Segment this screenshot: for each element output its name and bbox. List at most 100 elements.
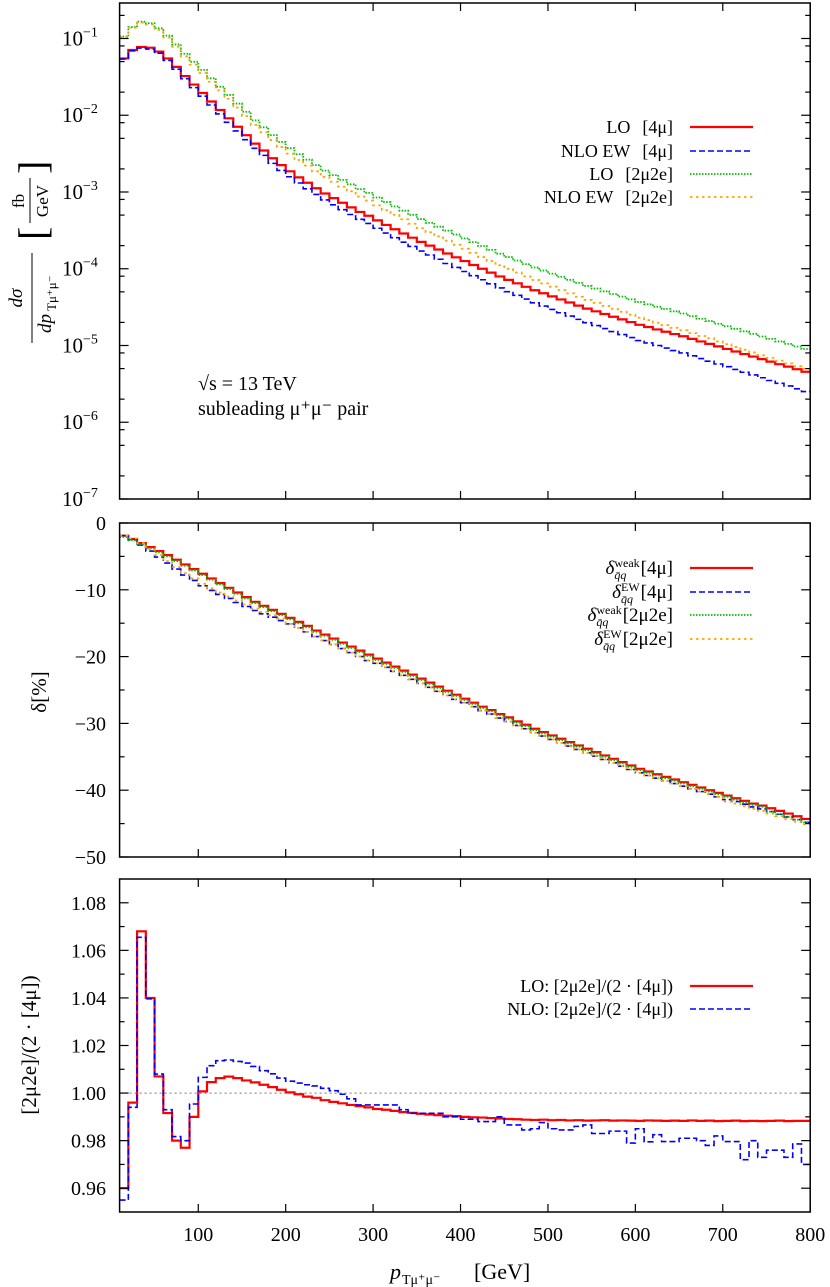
legend-label-sup: weak [614,556,639,570]
legend-entry: NLO: [2μ2e]/(2 · [4μ]) [507,999,753,1020]
legend-label-tag: [4μ] [641,582,673,603]
legend-label-tag: [2μ2e] [623,629,673,650]
y-tick-label: −40 [75,780,106,802]
y-tick-label-base: 10 [62,180,83,204]
plot-frame [118,522,811,858]
ylabel-denominator-sub: Tμ⁺μ⁻ [44,275,59,311]
y-tick-label: 10−1 [62,25,98,50]
legend-label-symbol: δ [605,558,615,579]
y-tick-label-base: 10 [62,333,83,357]
legend-entry: [2μ2e]EWq̄qδ [594,627,753,653]
legend-label-main: LO [606,117,630,137]
y-tick-label: 1.06 [71,940,106,962]
legend-label-tag: [4μ] [642,141,673,161]
panel1-annotations: √s = 13 TeV subleading μ⁺μ⁻ pair [198,373,369,420]
plot-frame [118,2,811,500]
ylabel-bracket-left: [ [10,227,55,240]
legend-label-tag: [2μ2e] [625,187,673,207]
legend-label-tag: [4μ] [641,558,673,579]
x-tick-label: 700 [708,1224,738,1246]
x-tick-label: 300 [358,1224,388,1246]
y-tick-label: −30 [75,713,106,735]
annotation-energy: √s = 13 TeV [198,373,297,395]
y-tick-label-exponent: −5 [83,332,98,347]
legend-label-main: NLO EW [544,187,613,207]
y-tick-label: −20 [75,647,106,669]
series-line-3 [119,536,811,824]
legend-label-sub: q̄q [614,568,626,582]
x-tick-label: 400 [446,1224,476,1246]
series-line-1 [119,930,811,1190]
x-tick-label: 500 [533,1224,563,1246]
y-tick-label-exponent: −7 [83,486,98,501]
legend-label-symbol: δ [588,605,598,626]
xlabel-var: p [388,1259,401,1284]
x-tick-label: 600 [620,1224,650,1246]
y-tick-label: −50 [75,847,106,869]
series-line-1 [119,534,811,821]
xlabel-sub: Tμ⁺μ⁻ [402,1273,440,1287]
panel3-ylabel: [2μ2e]/(2 · [4μ]) [17,975,41,1114]
legend-entry: LO: [2μ2e]/(2 · [4μ]) [520,976,753,997]
legend-label-sup: weak [596,603,621,617]
series-line-4 [119,534,811,826]
series-line-1 [119,45,811,373]
legend-label-sub: q̄q [621,592,633,606]
series-line-2 [119,47,811,393]
legend-label-sup: EW [621,580,640,594]
y-tick-label-exponent: −1 [83,25,98,40]
ylabel-numerator: dσ [6,288,27,308]
y-tick-label: 0.98 [71,1131,106,1153]
panel-3: 100 200 300 400 500 600 700 800 1.08 1.06 1.04 1.02… [71,878,825,1246]
y-tick-label: 0 [96,513,106,535]
legend: LO [4μ] NLO EW [4μ] LO [2μ2e] NLO EW [2μ2e] [544,117,753,207]
y-tick-label-base: 10 [62,410,83,434]
y-tick-label: 1.00 [71,1083,106,1105]
y-tick-label-exponent: −3 [83,179,98,194]
x-axis-label: p Tμ⁺μ⁻ [GeV] [388,1259,530,1287]
legend-label-main: NLO EW [561,141,630,161]
legend-entry: NLO EW [2μ2e] [544,187,753,207]
panel-1: 10−110−210−310−410−510−610−7LO [4μ]NLO EW… [62,2,811,511]
legend-label: LO [4μ] [606,117,673,137]
legend-entry: LO [4μ] [606,117,753,137]
series-line-3 [119,20,811,350]
panel-2: 0−10−20−30−40−50[4μ]weakq̄qδ[4μ]EWq̄qδ[2… [75,513,811,869]
series-line-2 [119,534,811,824]
panel2-ylabel: δ[%] [27,671,51,712]
y-tick-label-exponent: −2 [83,102,98,117]
y-tick-label-base: 10 [62,257,83,281]
legend-label: NLO EW [2μ2e] [544,187,673,207]
x-tick-label: 200 [271,1224,301,1246]
y-tick-label: −10 [75,580,106,602]
panel1-ylabel: dσ dp Tμ⁺μ⁻ [ fb GeV ] [6,161,59,343]
y-tick-label: 1.08 [71,893,106,915]
y-tick-label: 10−4 [62,256,98,281]
series-group [119,534,811,826]
y-tick-label: 10−5 [62,332,98,357]
y-tick-label: 1.02 [71,1036,106,1058]
legend-label-sub: q̄q [603,639,615,653]
legend-label-symbol: δ [594,629,604,650]
y-tick-label: 10−6 [62,409,98,434]
legend-label-main: LO [589,164,613,184]
y-tick-label-base: 10 [62,26,83,50]
legend-label: LO: [2μ2e]/(2 · [4μ]) [520,976,673,997]
y-tick-label: 10−2 [62,102,98,127]
chart-marks: 10−110−210−310−410−510−610−7LO [4μ]NLO EW… [62,2,825,1246]
y-tick-label: 10−7 [62,486,98,511]
xlabel-unit: [GeV] [474,1259,530,1284]
ylabel-unit-den: GeV [33,184,52,217]
legend: LO: [2μ2e]/(2 · [4μ])NLO: [2μ2e]/(2 · [4… [507,976,753,1020]
legend-label: NLO EW [4μ] [561,141,673,161]
x-tick-label: 100 [183,1224,213,1246]
series-group [119,930,811,1201]
y-tick-label-base: 10 [62,103,83,127]
series-group [119,20,811,393]
legend-label: NLO: [2μ2e]/(2 · [4μ]) [507,999,673,1020]
x-tick-label: 800 [795,1224,825,1246]
